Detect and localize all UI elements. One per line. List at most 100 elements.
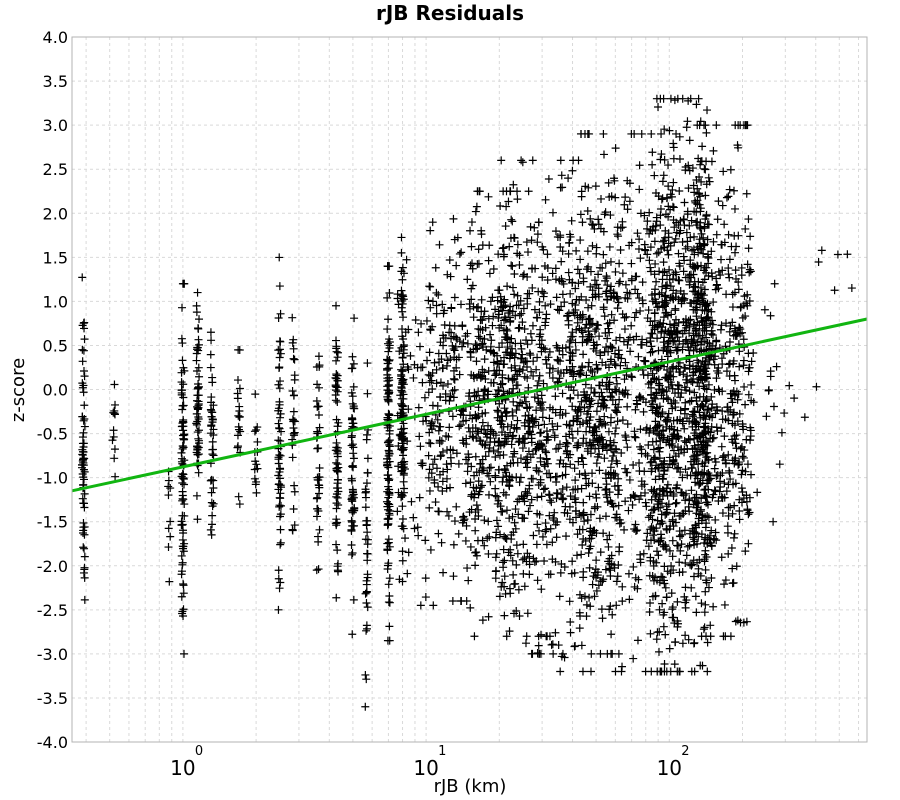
data-point <box>724 360 733 369</box>
data-point <box>507 535 516 544</box>
data-point <box>274 419 283 428</box>
data-point <box>433 401 442 410</box>
data-point <box>692 490 701 499</box>
data-point <box>571 493 580 502</box>
data-point <box>686 471 695 480</box>
data-point <box>527 495 536 504</box>
data-point <box>659 338 668 347</box>
data-point <box>611 424 620 433</box>
data-point <box>491 305 500 314</box>
data-point <box>612 601 621 610</box>
data-point <box>551 520 560 529</box>
data-point <box>334 487 343 496</box>
data-point <box>717 240 726 249</box>
data-point <box>656 536 665 545</box>
data-point <box>178 303 187 312</box>
data-point <box>697 494 706 503</box>
data-point <box>348 497 357 506</box>
data-point <box>742 189 751 198</box>
data-point <box>651 464 660 473</box>
data-point <box>192 356 201 365</box>
data-point <box>533 381 542 390</box>
data-point <box>648 515 657 524</box>
data-point <box>476 483 485 492</box>
data-point <box>524 429 533 438</box>
data-point <box>651 475 660 484</box>
data-point <box>646 556 655 565</box>
data-point <box>700 462 709 471</box>
data-point <box>701 397 710 406</box>
data-point <box>701 121 710 130</box>
data-point <box>703 299 712 308</box>
data-point <box>275 424 284 433</box>
data-point <box>676 368 685 377</box>
data-point <box>475 436 484 445</box>
data-point <box>674 362 683 371</box>
data-point <box>362 675 371 684</box>
data-point <box>397 374 406 383</box>
data-point <box>570 464 579 473</box>
data-point <box>670 319 679 328</box>
data-point <box>424 388 433 397</box>
data-point <box>720 220 729 229</box>
data-point <box>731 617 740 626</box>
data-point <box>530 223 539 232</box>
data-point <box>647 523 656 532</box>
data-point <box>658 408 667 417</box>
data-point <box>582 296 591 305</box>
data-point <box>347 476 356 485</box>
data-point <box>665 546 674 555</box>
data-point <box>276 489 285 498</box>
data-point <box>480 355 489 364</box>
data-point <box>590 423 599 432</box>
data-point <box>649 505 658 514</box>
data-point <box>458 321 467 330</box>
data-point <box>703 338 712 347</box>
data-point <box>680 424 689 433</box>
data-point <box>566 460 575 469</box>
data-point <box>164 482 173 491</box>
data-point <box>718 266 727 275</box>
data-point <box>718 387 727 396</box>
data-point <box>635 185 644 194</box>
data-point <box>728 509 737 518</box>
data-point <box>424 451 433 460</box>
data-point <box>687 667 696 676</box>
data-point <box>588 367 597 376</box>
data-point <box>501 534 510 543</box>
data-point <box>577 641 586 650</box>
data-point <box>334 567 343 576</box>
data-point <box>509 397 518 406</box>
data-point <box>385 376 394 385</box>
data-point <box>669 203 678 212</box>
data-point <box>674 449 683 458</box>
data-point <box>660 155 669 164</box>
data-point <box>234 492 243 501</box>
data-point <box>706 632 715 641</box>
data-point <box>207 498 216 507</box>
data-point <box>694 94 703 103</box>
data-point <box>551 275 560 284</box>
data-point <box>717 424 726 433</box>
data-point <box>635 235 644 244</box>
data-point <box>656 436 665 445</box>
data-point <box>312 566 321 575</box>
data-point <box>347 525 356 534</box>
data-point <box>772 362 781 371</box>
data-point <box>540 420 549 429</box>
data-point <box>209 484 218 493</box>
data-point <box>497 428 506 437</box>
data-point <box>735 495 744 504</box>
data-point <box>528 413 537 422</box>
data-point <box>499 545 508 554</box>
data-point <box>651 591 660 600</box>
data-point <box>661 630 670 639</box>
data-point <box>671 637 680 646</box>
data-point <box>349 463 358 472</box>
data-point <box>606 257 615 266</box>
data-point <box>654 410 663 419</box>
data-point <box>696 375 705 384</box>
data-point <box>843 250 852 259</box>
data-point <box>524 187 533 196</box>
data-point <box>648 572 657 581</box>
